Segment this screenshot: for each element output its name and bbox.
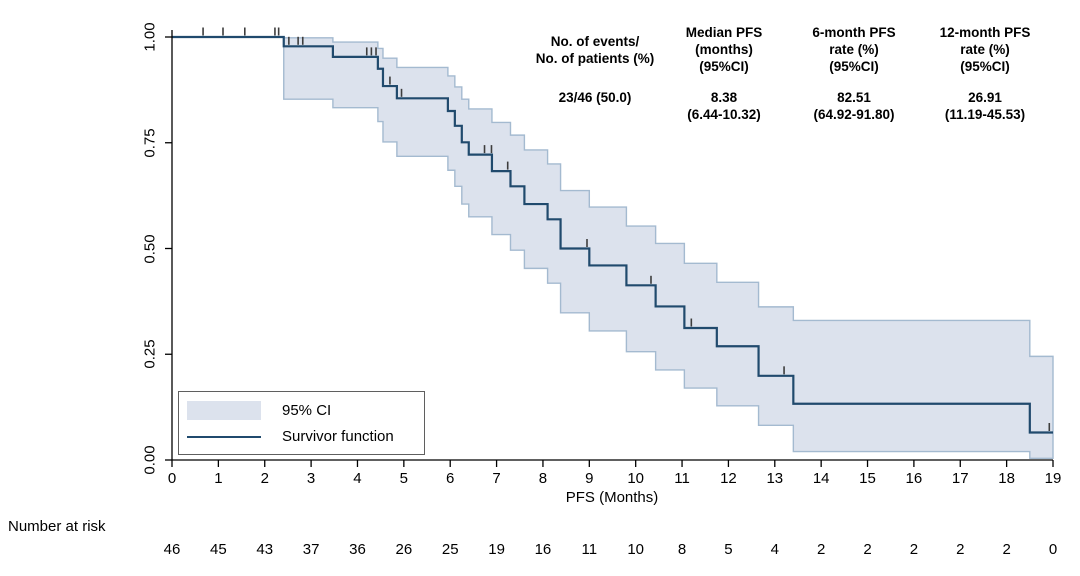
x-tick-label: 19 [1044,470,1062,487]
survivor-curve [172,35,1053,434]
risk-count: 45 [210,541,227,558]
y-tick-label: 0.50 [141,233,159,264]
risk-count: 2 [956,541,965,558]
x-tick-label: 8 [538,470,548,487]
x-tick-label: 14 [812,470,830,487]
risk-count: 0 [1048,541,1058,558]
y-tick-label: 0.75 [141,128,159,158]
x-tick-label: 4 [353,470,362,487]
x-tick-label: 16 [905,470,923,487]
x-tick-label: 18 [998,470,1015,487]
x-axis-title: PFS (Months) [565,489,659,506]
risk-count: 2 [909,541,919,558]
y-tick-label: 1.00 [141,22,159,52]
risk-count: 26 [395,541,413,558]
risk-count: 25 [441,541,459,558]
risk-count: 36 [349,541,366,558]
risk-count: 11 [581,541,598,558]
legend-row-survivor: Survivor function [187,428,424,445]
x-tick-label: 3 [306,470,316,487]
stats-col-value: 8.38 (6.44-10.32) [687,90,761,122]
x-tick-label: 0 [167,470,177,487]
y-tick-label: 0.25 [141,339,159,369]
risk-count: 10 [627,541,645,558]
stats-col-value: 26.91 (11.19-45.53) [944,90,1026,122]
x-tick-label: 10 [627,470,645,487]
risk-count: 4 [770,541,779,558]
x-tick-label: 2 [260,470,269,487]
stats-col-header: 12-month PFS rate (%) (95%CI) [939,25,1031,74]
risk-count: 43 [256,541,274,558]
x-tick-label: 12 [720,470,737,487]
x-tick-label: 5 [399,470,408,487]
risk-count: 5 [724,541,733,558]
x-tick-label: 7 [492,470,501,487]
legend-ci-label: 95% CI [282,401,332,419]
risk-count: 19 [488,541,505,558]
legend-survivor-label: Survivor function [282,428,394,446]
stats-col-value: 23/46 (50.0) [558,90,632,105]
x-tick-label: 11 [674,470,690,487]
ci-band [283,37,1054,460]
risk-count: 16 [534,541,552,558]
risk-count: 2 [863,541,872,558]
stats-col-value: 82.51 (64.92-91.80) [813,90,895,122]
risk-count: 37 [302,541,320,558]
x-tick-label: 13 [766,470,784,487]
risk-count: 2 [816,541,826,558]
x-tick-label: 15 [859,470,876,487]
y-tick-label: 0.00 [141,445,159,475]
x-tick-label: 9 [585,470,594,487]
ci-band-swatch [187,400,261,420]
risk-count: 2 [1002,541,1011,558]
stats-col-header: No. of events/ No. of patients (%) [535,34,655,66]
stats-col-header: Median PFS (months) (95%CI) [685,25,763,74]
stats-col-header: 6-month PFS rate (%) (95%CI) [812,25,896,74]
legend: 95% CI Survivor function [178,391,425,455]
survivor-line-swatch [187,435,261,438]
x-tick-label: 17 [951,470,969,487]
x-tick-label: 6 [446,470,455,487]
risk-count: 46 [163,541,181,558]
risk-count: 8 [677,541,687,558]
legend-row-ci: 95% CI [187,400,424,420]
risk-table-label: Number at risk [8,518,106,535]
x-tick-label: 1 [214,470,223,487]
